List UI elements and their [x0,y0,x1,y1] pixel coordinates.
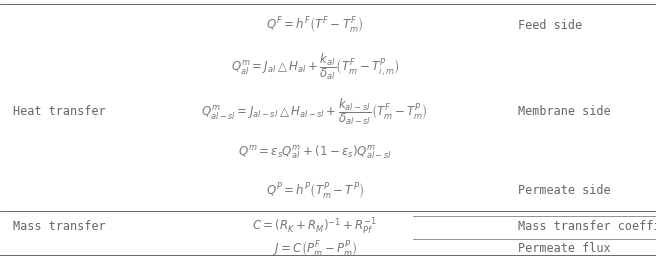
Text: Permeate side: Permeate side [518,184,611,197]
Text: Feed side: Feed side [518,19,583,32]
Text: $J = C\left(P_m^F - P_m^P\right)$: $J = C\left(P_m^F - P_m^P\right)$ [273,239,357,256]
Text: Membrane side: Membrane side [518,105,611,118]
Text: $C = (R_K + R_M)^{-1} + R_{Pf}^{-1}$: $C = (R_K + R_M)^{-1} + R_{Pf}^{-1}$ [253,217,377,237]
Text: $Q_{al}^m = J_{al}\triangle H_{al} + \dfrac{k_{al}}{\delta_{al}}\left(T_m^F - T_: $Q_{al}^m = J_{al}\triangle H_{al} + \df… [231,51,399,82]
Text: $Q_{al-sl}^m = J_{al-sl}\triangle H_{al-sl} + \dfrac{k_{al-sl}}{\delta_{al-sl}}\: $Q_{al-sl}^m = J_{al-sl}\triangle H_{al-… [201,96,428,127]
Text: $Q^P = h^P\left(T_m^P - T^P\right)$: $Q^P = h^P\left(T_m^P - T^P\right)$ [266,181,364,201]
Text: Permeate flux: Permeate flux [518,242,611,255]
Text: Mass transfer coefficient: Mass transfer coefficient [518,220,656,233]
Text: $Q^m = \epsilon_s Q_{al}^m + (1 - \epsilon_s) Q_{al-sl}^m$: $Q^m = \epsilon_s Q_{al}^m + (1 - \epsil… [238,144,392,161]
Text: $Q^F = h^F\left(T^F - T_m^F\right)$: $Q^F = h^F\left(T^F - T_m^F\right)$ [266,16,363,36]
Text: Mass transfer: Mass transfer [13,220,106,233]
Text: Heat transfer: Heat transfer [13,105,106,118]
